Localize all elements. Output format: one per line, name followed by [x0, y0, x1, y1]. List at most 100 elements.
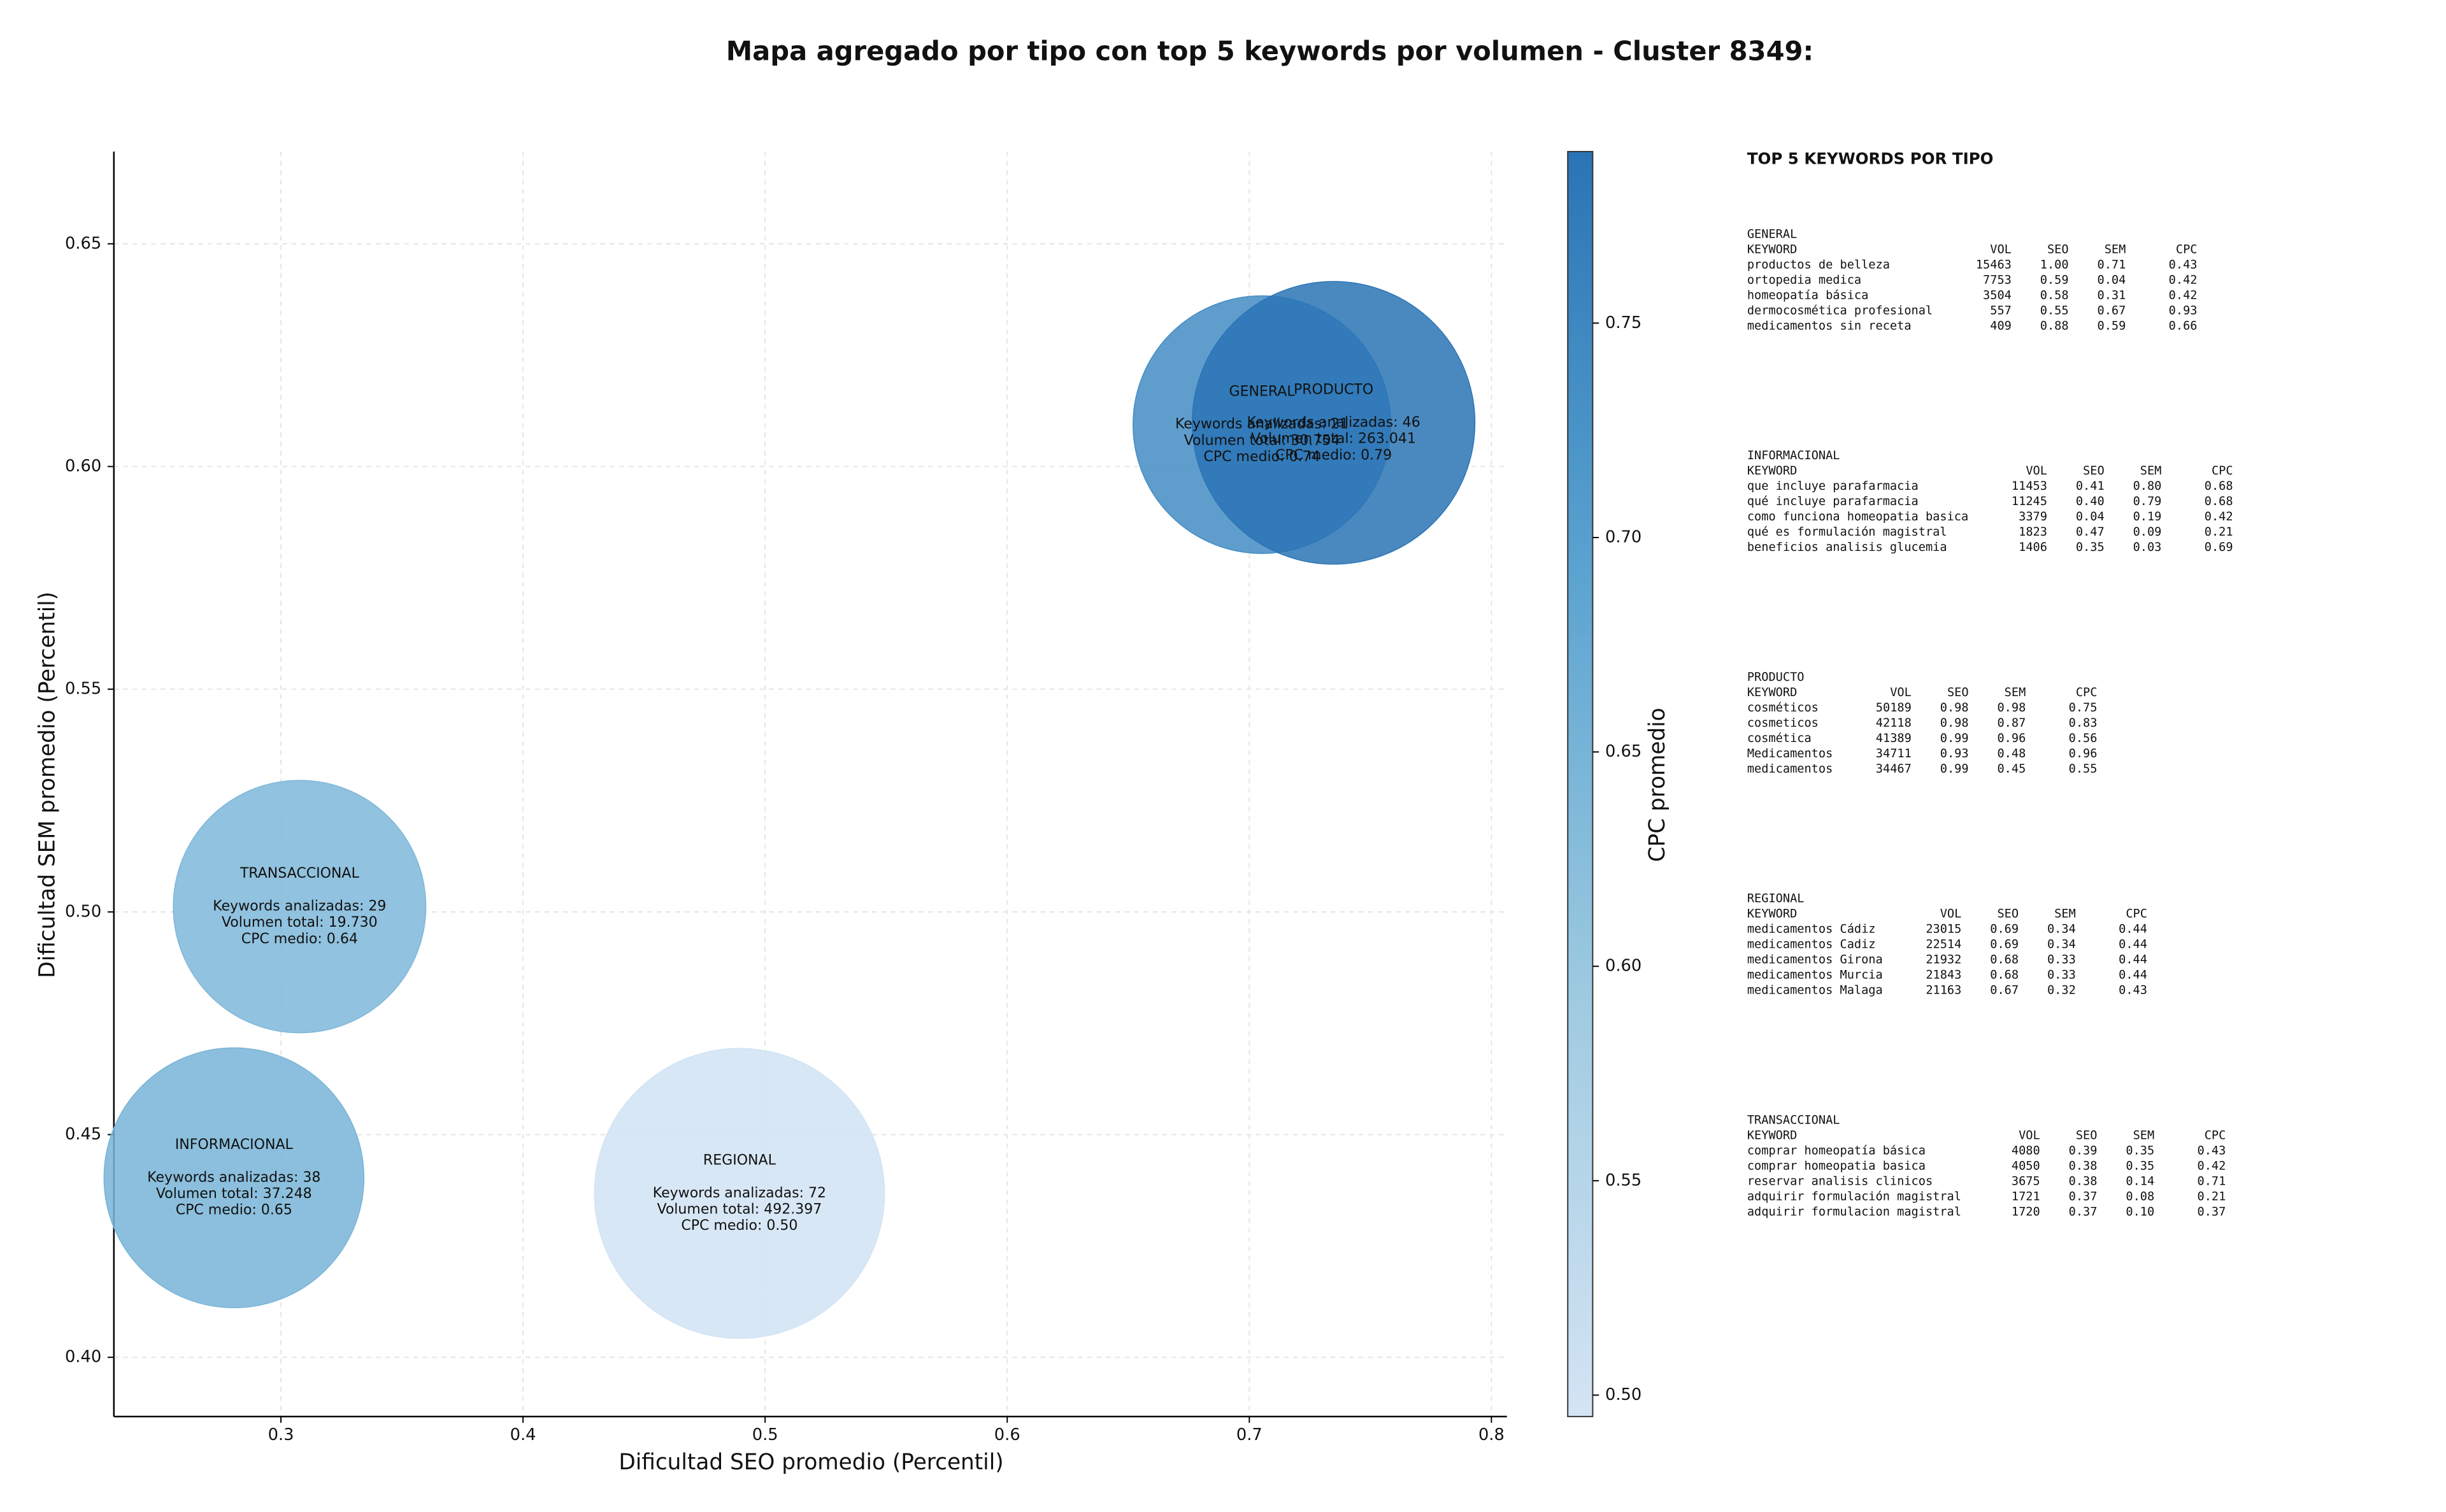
table-cell: 0.33: [2047, 969, 2076, 982]
table-header: CPC: [2076, 686, 2098, 699]
table-header: KEYWORD: [1747, 686, 1797, 699]
bubble-annotation: Keywords analizadas: 29: [213, 898, 386, 914]
table-cell: 0.55: [2069, 762, 2098, 776]
table-header: KEYWORD: [1747, 1129, 1797, 1142]
table-cell: comprar homeopatía básica: [1747, 1144, 1926, 1157]
table-header: SEO: [1947, 686, 1969, 699]
table-cell: 1720: [2012, 1205, 2040, 1218]
table-cell: 1.00: [2040, 258, 2069, 271]
bubble-name: PRODUCTO: [1294, 382, 1373, 397]
table-header: SEO: [2076, 1129, 2098, 1142]
table-cell: 0.87: [1997, 717, 2026, 730]
table-header: VOL: [1940, 908, 1962, 921]
table-cell: 0.71: [2097, 258, 2126, 271]
bubble-annotation: CPC medio: 0.50: [681, 1218, 797, 1234]
table-cell: 11453: [2012, 480, 2047, 493]
table-cell: 0.39: [2069, 1144, 2098, 1157]
table-cell: 0.99: [1940, 732, 1969, 745]
group-name: PRODUCTO: [1747, 671, 1805, 684]
table-cell: 409: [1990, 319, 2012, 332]
bubble-name: INFORMACIONAL: [175, 1137, 294, 1153]
table-cell: 23015: [1926, 923, 1961, 936]
bubble-name: GENERAL: [1229, 383, 1296, 399]
table-cell: 34711: [1876, 747, 1912, 760]
table-cell: 0.19: [2133, 510, 2162, 524]
bubble-name: REGIONAL: [703, 1152, 776, 1168]
bubble-annotation: Keywords analizadas: 46: [1247, 415, 1420, 431]
table-cell: 0.31: [2097, 289, 2126, 302]
y-tick-label: 0.50: [65, 902, 101, 921]
table-cell: 0.45: [1997, 762, 2026, 776]
table-cell: cosméticos: [1747, 701, 1819, 715]
table-cell: 0.79: [2133, 495, 2162, 508]
table-cell: reservar analisis clinicos: [1747, 1174, 1933, 1188]
table-cell: 0.98: [1997, 701, 2026, 715]
table-cell: 557: [1990, 304, 2012, 317]
table-cell: 0.83: [2069, 717, 2098, 730]
table-cell: 0.48: [1997, 747, 2026, 760]
table-cell: cosmética: [1747, 732, 1812, 745]
table-cell: 3504: [1983, 289, 2012, 302]
table-cell: 0.96: [2069, 747, 2098, 760]
table-cell: 0.35: [2076, 541, 2105, 554]
table-cell: 0.44: [2119, 969, 2147, 982]
table-cell: medicamentos Murcia: [1747, 969, 1883, 982]
table-cell: 0.40: [2076, 495, 2105, 508]
bubble: [1191, 281, 1476, 565]
table-cell: 0.59: [2040, 273, 2069, 287]
table-cell: 4080: [2012, 1144, 2040, 1157]
table-cell: 0.99: [1940, 762, 1969, 776]
bubble-annotation: CPC medio: 0.74: [1204, 449, 1320, 465]
table-cell: medicamentos sin receta: [1747, 319, 1912, 332]
table-cell: 0.43: [2198, 1144, 2226, 1157]
x-tick-label: 0.8: [1478, 1425, 1505, 1444]
y-tick-label: 0.60: [65, 457, 101, 476]
table-cell: 0.42: [2169, 289, 2198, 302]
bubble-annotation: Volumen total: 492.397: [657, 1201, 822, 1217]
table-cell: 0.93: [2169, 304, 2198, 317]
table-cell: 21932: [1926, 953, 1961, 967]
table-cell: 0.08: [2126, 1190, 2154, 1203]
table-cell: 0.75: [2069, 701, 2098, 715]
table-cell: 0.58: [2040, 289, 2069, 302]
table-header: KEYWORD: [1747, 464, 1797, 478]
table-cell: 0.42: [2169, 273, 2198, 287]
table-cell: 0.33: [2047, 953, 2076, 967]
table-cell: comprar homeopatia basica: [1747, 1159, 1926, 1173]
y-tick-label: 0.65: [65, 234, 101, 253]
table-cell: 21843: [1926, 969, 1961, 982]
colorbar-tick-label: 0.50: [1605, 1385, 1641, 1404]
y-tick-label: 0.55: [65, 680, 101, 699]
table-cell: 3379: [2019, 510, 2047, 524]
table-header: VOL: [1890, 686, 1912, 699]
table-cell: 0.71: [2198, 1174, 2226, 1188]
group-name: GENERAL: [1747, 227, 1797, 241]
y-tick-label: 0.40: [65, 1348, 101, 1367]
table-cell: 1823: [2019, 525, 2047, 539]
table-header: SEO: [2047, 243, 2069, 256]
table-cell: 0.80: [2133, 480, 2162, 493]
table-cell: como funciona homeopatia basica: [1747, 510, 1968, 524]
table-cell: beneficios analisis glucemia: [1747, 541, 1947, 554]
table-cell: 0.43: [2119, 984, 2147, 997]
table-header: SEM: [2133, 1129, 2155, 1142]
table-cell: 0.10: [2126, 1205, 2154, 1218]
table-cell: 0.56: [2069, 732, 2098, 745]
colorbar-tick-label: 0.55: [1605, 1171, 1641, 1190]
table-header: VOL: [2026, 464, 2047, 478]
bubble-annotation: Volumen total: 30.754: [1184, 432, 1340, 448]
panel-title: TOP 5 KEYWORDS POR TIPO: [1747, 149, 1994, 168]
chart-title: Mapa agregado por tipo con top 5 keyword…: [726, 36, 1813, 67]
bubble: [594, 1048, 885, 1339]
table-cell: 0.09: [2133, 525, 2162, 539]
table-header: SEM: [2054, 908, 2076, 921]
table-cell: 0.38: [2069, 1159, 2098, 1173]
table-cell: 42118: [1876, 717, 1912, 730]
table-cell: 0.37: [2069, 1190, 2098, 1203]
table-cell: 7753: [1983, 273, 2012, 287]
table-header: KEYWORD: [1747, 243, 1797, 256]
y-axis-label: Dificultad SEM promedio (Percentil): [34, 592, 60, 978]
colorbar-tick-label: 0.60: [1605, 957, 1641, 976]
table-header: VOL: [1990, 243, 2012, 256]
